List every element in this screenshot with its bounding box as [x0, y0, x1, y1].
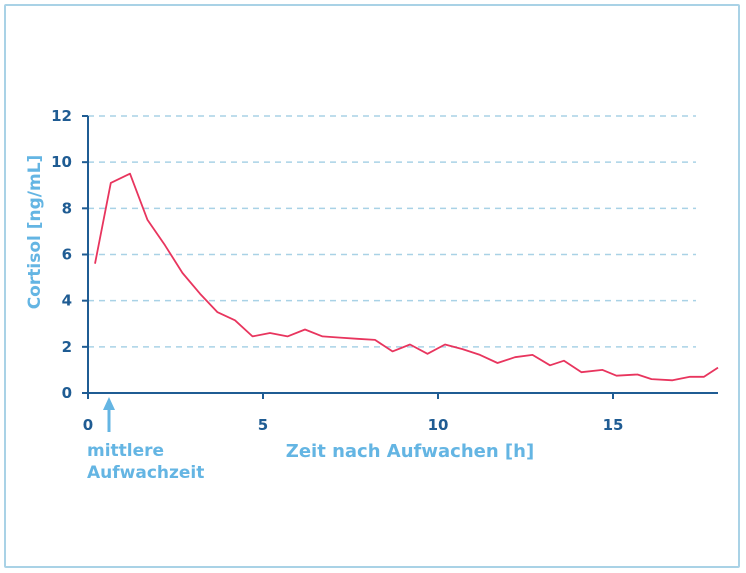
x-axis-label: Zeit nach Aufwachen [h] — [286, 441, 534, 462]
up-arrow-icon — [103, 397, 115, 410]
cortisol-series-line — [94, 172, 719, 382]
x-tick-label: 0 — [83, 416, 93, 434]
y-tick-label: 4 — [62, 292, 72, 310]
wake-time-annotation: mittlere Aufwachzeit — [87, 397, 204, 483]
annotation-line-1: mittlere — [87, 441, 164, 461]
y-tick-label: 10 — [51, 153, 72, 171]
y-tick-label: 0 — [62, 384, 72, 402]
axes — [87, 116, 718, 394]
chart-frame — [4, 4, 740, 568]
y-axis-label: Cortisol [ng/mL] — [25, 155, 45, 310]
x-tick-label: 5 — [258, 416, 268, 434]
y-tick-label: 2 — [62, 338, 72, 356]
series-layer — [94, 172, 719, 382]
y-tick-label: 12 — [51, 107, 72, 125]
y-tick-labels: 0 2 4 6 8 10 12 — [51, 107, 72, 402]
x-tick-label: 10 — [428, 416, 449, 434]
x-tick-label: 15 — [603, 416, 624, 434]
annotation-line-2: Aufwachzeit — [87, 463, 204, 483]
y-tick-label: 6 — [62, 246, 72, 264]
x-tick-labels: 0 5 10 15 — [83, 393, 624, 434]
y-tick-label: 8 — [62, 199, 72, 217]
grid-lines — [82, 115, 696, 394]
